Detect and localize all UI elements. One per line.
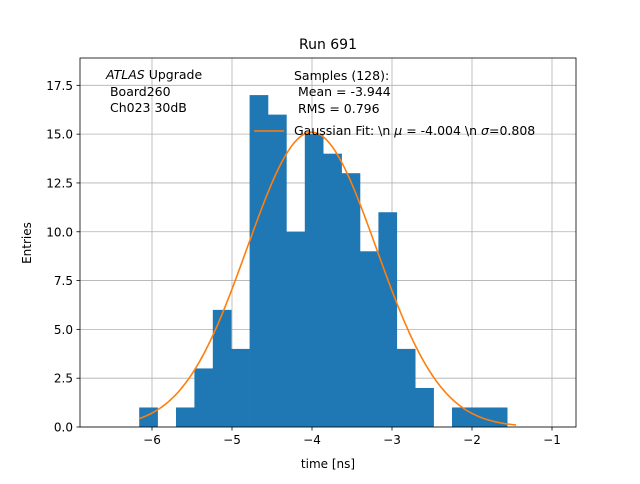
histogram-bar xyxy=(304,134,324,427)
y-axis-ticks: 0.0 2.5 5.0 7.5 10.0 12.5 15.0 17.5 xyxy=(46,79,80,435)
histogram-bar xyxy=(212,309,232,427)
histogram-bar xyxy=(176,407,195,427)
histogram-bar xyxy=(341,173,361,427)
y-tick-label: 10.0 xyxy=(46,225,73,239)
legend-samples-rms: RMS = 0.796 xyxy=(294,101,380,116)
x-tick-label: −4 xyxy=(303,433,321,447)
plot-frame xyxy=(79,57,577,428)
x-tick-label: −6 xyxy=(143,433,161,447)
y-tick-label: 5.0 xyxy=(54,323,73,337)
histogram-bar xyxy=(323,153,342,427)
legend-fit-label: Gaussian Fit: \n μ = -4.004 \n σ=0.808 xyxy=(294,123,535,138)
x-tick-label: −2 xyxy=(463,433,481,447)
channel-label: Ch023 30dB xyxy=(106,100,187,115)
legend-fit-prefix: Gaussian Fit: \n xyxy=(294,123,394,138)
histogram-bar xyxy=(194,368,214,427)
y-axis-label: Entries xyxy=(20,222,34,264)
x-axis-ticks: −6 −5 −4 −3 −2 −1 xyxy=(143,427,561,447)
x-axis-label: time [ns] xyxy=(301,457,355,471)
legend-fit-mid: = -4.004 \n xyxy=(402,123,481,138)
legend-samples-line1: Samples (128): xyxy=(294,68,389,83)
atlas-label: ATLAS xyxy=(105,67,145,82)
histogram-bar xyxy=(396,348,416,427)
y-tick-label: 2.5 xyxy=(54,372,73,386)
legend-samples-mean: Mean = -3.944 xyxy=(294,84,391,99)
y-tick-label: 15.0 xyxy=(46,128,73,142)
histogram-bars xyxy=(139,95,508,427)
histogram-bar xyxy=(378,212,398,427)
x-tick-label: −5 xyxy=(223,433,241,447)
y-tick-label: 7.5 xyxy=(54,274,73,288)
legend: Samples (128): Mean = -3.944 RMS = 0.796… xyxy=(254,68,535,138)
chart-title: Run 691 xyxy=(299,37,357,53)
histogram-bar xyxy=(415,387,434,427)
x-tick-label: −3 xyxy=(383,433,401,447)
legend-fit-suffix: =0.808 xyxy=(489,123,535,138)
y-tick-label: 17.5 xyxy=(46,79,73,93)
x-tick-label: −1 xyxy=(543,433,561,447)
gaussian-fit-curve xyxy=(138,131,517,426)
y-tick-label: 12.5 xyxy=(46,176,73,190)
legend-fit-sigma: σ xyxy=(481,123,490,138)
atlas-annotation: ATLAS Upgrade Board260 Ch023 30dB xyxy=(105,67,202,115)
legend-fit-mu: μ xyxy=(393,123,402,138)
y-tick-label: 0.0 xyxy=(54,421,73,435)
histogram-bar xyxy=(249,95,269,427)
svg-text:ATLAS Upgrade: ATLAS Upgrade xyxy=(105,67,202,82)
histogram-bar xyxy=(231,348,250,427)
board-label: Board260 xyxy=(106,84,171,99)
histogram-bar xyxy=(452,407,471,427)
histogram-bar xyxy=(268,114,287,427)
histogram-bar xyxy=(286,231,306,427)
histogram-bar xyxy=(360,251,379,427)
atlas-upgrade-label: Upgrade xyxy=(145,67,203,82)
